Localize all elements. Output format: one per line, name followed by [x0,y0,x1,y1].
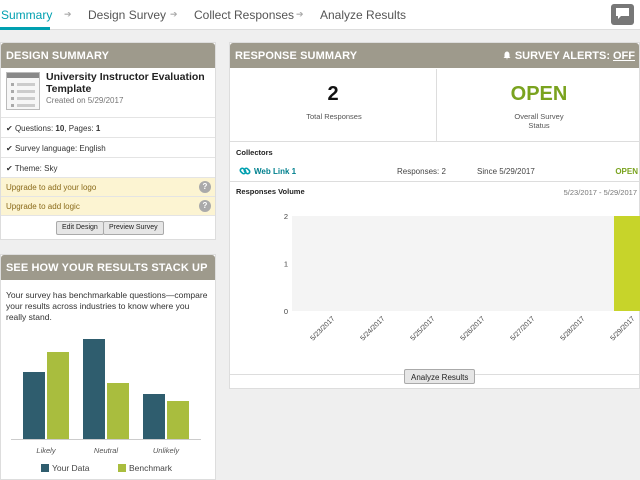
volume-plot-area [292,216,640,311]
benchmark-category-label: Neutral [94,446,119,455]
tab-summary[interactable]: Summary [1,8,53,22]
volume-x-tick: 5/25/2017 [409,315,436,342]
volume-bar [614,216,640,311]
total-responses-label: Total Responses [306,112,362,121]
analyze-results-button[interactable]: Analyze Results [404,369,476,384]
benchmark-bar [167,401,189,439]
survey-language: Survey language: English [14,144,106,153]
stack-up-panel: SEE HOW YOUR RESULTS STACK UP Your surve… [0,254,216,480]
benchmark-bar [47,352,69,439]
tab-analyze-results[interactable]: Analyze Results [320,8,407,22]
benchmark-category-label: Unlikely [153,446,181,455]
survey-status-value: OPEN [510,83,568,105]
responses-volume-range: 5/23/2017 - 5/29/2017 [563,188,637,197]
chevron-right-icon: ➔ [170,9,178,19]
collector-status: OPEN [615,167,638,176]
response-summary-header: RESPONSE SUMMARY [230,43,639,68]
legend-swatch [41,464,49,472]
collector-since: Since 5/29/2017 [477,167,535,176]
chevron-right-icon: ➔ [296,9,304,19]
upgrade-logo-link[interactable]: Upgrade to add your logo [6,183,97,192]
preview-survey-button[interactable]: Preview Survey [103,221,164,235]
survey-title-row: University Instructor Evaluation Templat… [1,68,215,118]
volume-x-tick: 5/24/2017 [359,315,386,342]
volume-x-tick: 5/29/2017 [609,315,636,342]
benchmark-bar [83,339,105,439]
created-date: Created on 5/29/2017 [46,96,124,105]
volume-y-tick: 0 [284,307,288,316]
survey-theme: Theme: Sky [14,164,58,173]
upgrade-logic-link[interactable]: Upgrade to add logic [6,202,80,211]
volume-x-tick: 5/23/2017 [309,315,336,342]
survey-document-icon [6,72,40,110]
upgrade-logic-row[interactable]: Upgrade to add logic ? [1,197,215,216]
benchmark-category-label: Likely [36,446,56,455]
upgrade-logo-row[interactable]: Upgrade to add your logo ? [1,178,215,197]
survey-alerts-toggle[interactable]: OFF [613,50,635,62]
volume-x-tick: 5/27/2017 [509,315,536,342]
response-summary-panel: RESPONSE SUMMARY SURVEY ALERTS: OFF 2 Tot… [229,42,640,389]
questions-label: Questions: [14,124,54,133]
legend-label: Benchmark [129,463,173,473]
collector-row[interactable]: Web Link 1 Responses: 2 Since 5/29/2017 … [230,160,640,182]
top-navigation: Summary ➔ Design Survey ➔ Collect Respon… [0,0,640,30]
tab-collect-responses[interactable]: Collect Responses [194,8,295,22]
volume-x-tick: 5/28/2017 [559,315,586,342]
check-icon: ✔ [6,164,13,173]
questions-count: 10 [55,124,65,133]
volume-y-tick: 1 [284,260,288,269]
collector-name[interactable]: Web Link 1 [254,167,297,176]
design-buttons: Edit Design Preview Survey [1,216,215,238]
benchmark-chart: Likely Neutral Unlikely Your Data Benchmark [11,339,201,473]
volume-x-tick: 5/26/2017 [459,315,486,342]
survey-alerts-label: SURVEY ALERTS: [514,50,610,62]
response-summary-title: RESPONSE SUMMARY [235,50,358,62]
chevron-right-icon: ➔ [64,9,72,19]
total-responses-value: 2 [327,83,339,105]
collectors-heading: Collectors [236,148,273,157]
pages-count: 1 [95,124,101,133]
chat-button[interactable] [611,4,634,25]
legend-label: Your Data [52,463,90,473]
responses-volume-heading: Responses Volume [236,187,305,196]
stats-row: 2 Total Responses OPEN Overall Survey St… [230,69,640,142]
benchmark-bar [23,372,45,439]
link-icon [239,167,251,175]
survey-name: University Instructor Evaluation Templat… [46,71,205,95]
tab-design-survey[interactable]: Design Survey [88,8,167,22]
benchmark-description: Your survey has benchmarkable questions—… [6,290,208,322]
design-summary-header: DESIGN SUMMARY [1,43,215,68]
check-icon: ✔ [6,144,13,153]
pages-label: , Pages: [64,124,94,133]
volume-y-tick: 2 [284,212,288,221]
total-responses-stat: 2 Total Responses [230,69,437,141]
theme-row: ✔ Theme: Sky [1,158,215,178]
survey-status-stat: OPEN Overall Survey Status [438,69,640,141]
help-icon[interactable]: ? [199,181,211,193]
language-row: ✔ Survey language: English [1,138,215,158]
bell-icon [503,51,511,60]
survey-alerts[interactable]: SURVEY ALERTS: OFF [503,50,635,62]
stack-up-header: SEE HOW YOUR RESULTS STACK UP [1,255,215,280]
legend-swatch [118,464,126,472]
active-tab-underline [0,27,50,30]
responses-volume-chart: 0 1 2 5/23/2017 5/24/2017 5/25/2017 5/26/2017 5… [284,212,640,342]
chat-bubble-icon [616,8,629,19]
edit-design-button[interactable]: Edit Design [56,221,104,235]
survey-status-label: Overall Survey Status [514,112,564,130]
benchmark-bar [143,394,165,439]
questions-row: ✔ Questions: 10, Pages: 1 [1,118,215,138]
benchmark-bar [107,383,129,439]
check-icon: ✔ [6,124,13,133]
design-summary-panel: DESIGN SUMMARY University Instructor Eva… [0,42,216,240]
collector-responses: Responses: 2 [397,167,446,176]
help-icon[interactable]: ? [199,200,211,212]
